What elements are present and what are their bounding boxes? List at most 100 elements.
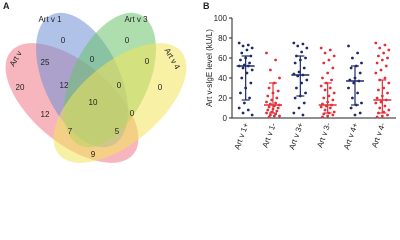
data-point	[322, 96, 326, 100]
data-point	[248, 61, 251, 65]
data-point	[383, 104, 387, 108]
data-point	[272, 114, 276, 118]
data-point	[267, 115, 271, 119]
data-point	[245, 48, 249, 52]
region-count: 5	[115, 127, 120, 136]
data-point	[240, 76, 244, 80]
data-point	[358, 111, 362, 115]
data-point	[266, 94, 270, 98]
x-tick-label: Art v 3+	[287, 121, 305, 150]
data-point	[242, 101, 246, 105]
data-point	[319, 84, 323, 88]
data-point	[305, 46, 309, 50]
data-point	[332, 110, 336, 114]
data-point	[351, 56, 354, 60]
set-label: Art v 3	[124, 15, 148, 24]
region-count: 0	[117, 81, 122, 90]
data-point	[301, 113, 305, 117]
data-point	[267, 86, 271, 90]
data-point	[276, 89, 280, 93]
data-point	[269, 68, 272, 72]
data-point	[386, 113, 389, 117]
data-point	[356, 91, 359, 95]
data-point	[249, 54, 253, 58]
data-point	[237, 41, 241, 45]
data-point	[293, 96, 297, 100]
region-count: 0	[158, 83, 163, 92]
data-point	[276, 106, 280, 110]
data-point	[321, 76, 324, 80]
data-point	[267, 105, 271, 109]
data-point	[241, 66, 245, 70]
x-tick-label: Art v 4-	[370, 121, 387, 149]
data-point	[331, 98, 335, 102]
region-count: 20	[16, 83, 25, 92]
panel-label: B	[203, 1, 210, 11]
data-point	[319, 46, 323, 50]
region-count: 0	[125, 36, 130, 45]
data-point	[302, 101, 306, 105]
data-point	[274, 58, 277, 62]
data-point	[274, 101, 277, 105]
data-point	[331, 113, 335, 117]
y-tick-label: 100	[214, 14, 228, 23]
data-point	[331, 66, 335, 70]
region-count: 12	[41, 110, 50, 119]
data-point	[347, 44, 350, 48]
y-tick-label: 20	[218, 94, 227, 103]
data-point	[296, 44, 300, 48]
data-point	[265, 51, 268, 55]
data-point	[327, 58, 331, 62]
data-point	[300, 50, 304, 54]
data-point	[323, 108, 327, 112]
data-point	[351, 96, 354, 100]
data-point	[250, 46, 254, 50]
y-tick-label: 0	[223, 114, 228, 123]
data-point	[377, 54, 380, 58]
data-point	[241, 44, 245, 48]
data-point	[375, 61, 379, 65]
x-tick-label: Art v 1-	[261, 121, 278, 149]
data-point	[347, 86, 350, 90]
data-point	[292, 41, 296, 45]
region-count: 0	[145, 57, 150, 66]
set-label: Art v 1	[38, 15, 62, 24]
data-point	[292, 111, 296, 115]
data-point	[386, 56, 389, 60]
data-point	[383, 76, 387, 80]
data-point	[265, 100, 268, 104]
data-point	[382, 51, 386, 55]
data-point	[387, 48, 391, 52]
data-point	[378, 106, 382, 110]
data-point	[380, 58, 384, 62]
x-tick-label: Art v 3-	[315, 121, 332, 149]
data-point	[378, 46, 382, 50]
y-tick-label: 80	[218, 34, 227, 43]
region-count: 7	[68, 127, 73, 136]
data-point	[360, 101, 363, 105]
data-point	[326, 114, 330, 118]
data-point	[330, 78, 333, 82]
data-point	[328, 86, 332, 90]
data-point	[266, 108, 270, 112]
venn-set	[53, 43, 187, 163]
region-count: 0	[130, 109, 135, 118]
region-count: 9	[91, 150, 96, 159]
region-count: 12	[60, 81, 69, 90]
data-point	[380, 114, 384, 118]
data-point	[349, 106, 353, 110]
data-point	[387, 108, 391, 112]
page: A B Art v Art v 1 Art v 3 Art v 4 0 0 25 0 0 20 12…	[3, 1, 396, 163]
data-point	[383, 43, 387, 47]
data-point	[384, 64, 388, 68]
x-tick-label: Art v 1+	[233, 121, 251, 150]
region-count: 10	[89, 98, 98, 107]
data-point	[241, 111, 245, 115]
data-point	[349, 66, 353, 70]
data-point	[332, 91, 336, 95]
data-point	[248, 96, 251, 100]
data-point	[353, 113, 357, 117]
data-point	[239, 58, 242, 62]
data-point	[379, 68, 383, 72]
